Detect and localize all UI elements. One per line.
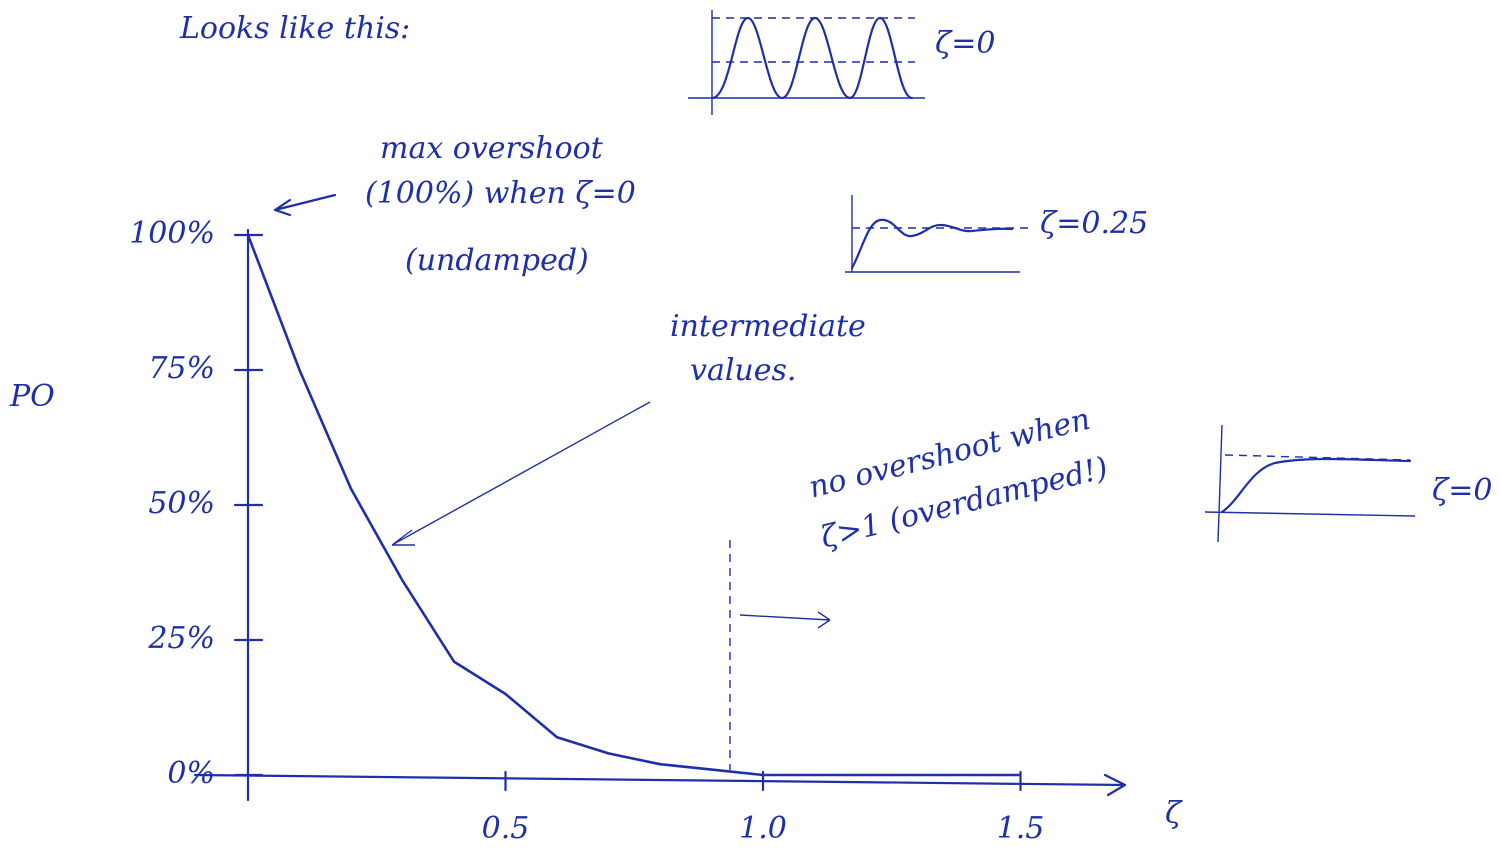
annotation: ζ=0.25 [1040,206,1148,241]
annotation: intermediate [670,309,866,344]
annotation: values. [690,353,796,388]
x-tick-label: 1.5 [997,811,1045,846]
x-tick-label: 1.0 [739,811,787,846]
x-axis-label: ζ [1165,796,1183,831]
y-tick-label: 100% [129,216,215,251]
inset-overdamped [1205,425,1415,542]
heading: Looks like this: [179,11,410,46]
y-tick-label: 0% [167,756,215,791]
y-tick-label: 25% [147,621,215,656]
chart: Looks like this: ζ=0 max overshoot (100%… [0,0,1500,850]
inset-025 [845,195,1030,272]
annotation: max overshoot [380,131,604,166]
arrow [392,402,650,545]
annotation: ζ=0 [1432,473,1492,508]
inset-undamped [688,10,925,115]
annotation: ζ=0 [935,26,995,61]
annotation: (undamped) [405,243,589,278]
arrow [740,612,830,628]
arrow [275,195,335,215]
y-axis-label: PO [9,379,55,414]
y-tick-label: 50% [148,486,215,521]
annotation: (100%) when ζ=0 [365,176,636,211]
x-tick-label: 0.5 [482,811,530,846]
y-tick-label: 75% [148,351,215,386]
